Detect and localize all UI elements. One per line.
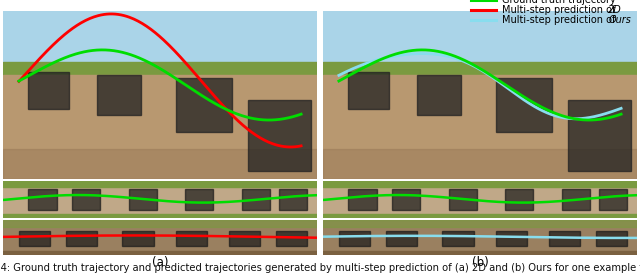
Bar — [3, 214, 317, 218]
Bar — [495, 78, 552, 132]
Bar — [323, 181, 637, 187]
Text: Multi-step prediction of: Multi-step prediction of — [502, 15, 618, 25]
Bar — [599, 189, 627, 210]
Bar — [561, 189, 589, 210]
Bar — [442, 230, 474, 246]
Bar — [596, 230, 627, 246]
Bar — [568, 100, 630, 171]
Bar — [28, 72, 69, 109]
Bar — [505, 189, 533, 210]
Bar — [339, 230, 370, 246]
Bar — [348, 72, 389, 109]
Text: Multi-step prediction of: Multi-step prediction of — [502, 5, 618, 15]
Text: (a): (a) — [152, 256, 168, 269]
Bar — [323, 149, 637, 179]
Bar — [28, 189, 56, 210]
Bar — [323, 251, 637, 255]
Bar — [323, 214, 637, 218]
Bar — [175, 78, 232, 132]
Text: Ours: Ours — [609, 15, 631, 25]
Bar — [3, 75, 317, 179]
Bar — [3, 62, 317, 78]
Bar — [72, 189, 100, 210]
Bar — [392, 189, 420, 210]
Bar — [3, 181, 317, 187]
Text: 2D: 2D — [609, 5, 622, 15]
Bar — [549, 230, 580, 246]
Bar — [66, 230, 97, 246]
Bar — [323, 75, 637, 179]
Bar — [323, 11, 637, 65]
Bar — [122, 230, 154, 246]
Bar — [129, 189, 157, 210]
Bar — [449, 189, 477, 210]
Bar — [97, 75, 141, 116]
Text: Fig. 4: Ground truth trajectory and predicted trajectories generated by multi-st: Fig. 4: Ground truth trajectory and pred… — [0, 263, 640, 273]
Bar — [3, 220, 317, 227]
Polygon shape — [3, 78, 41, 179]
Bar — [3, 251, 317, 255]
Bar — [229, 230, 260, 246]
Bar — [248, 100, 310, 171]
Bar — [279, 189, 307, 210]
Polygon shape — [248, 78, 317, 179]
Bar — [386, 230, 417, 246]
Bar — [19, 230, 51, 246]
Bar — [348, 189, 376, 210]
Text: (b): (b) — [472, 256, 488, 269]
Polygon shape — [568, 78, 637, 179]
Bar — [185, 189, 213, 210]
Bar — [3, 11, 317, 65]
Bar — [241, 189, 270, 210]
Bar — [323, 220, 637, 227]
Bar — [495, 230, 527, 246]
Bar — [175, 230, 207, 246]
Bar — [417, 75, 461, 116]
Bar — [323, 62, 637, 78]
Bar — [3, 149, 317, 179]
Text: Ground truth trajectory: Ground truth trajectory — [502, 0, 615, 5]
Polygon shape — [323, 78, 361, 179]
Bar — [276, 230, 307, 246]
